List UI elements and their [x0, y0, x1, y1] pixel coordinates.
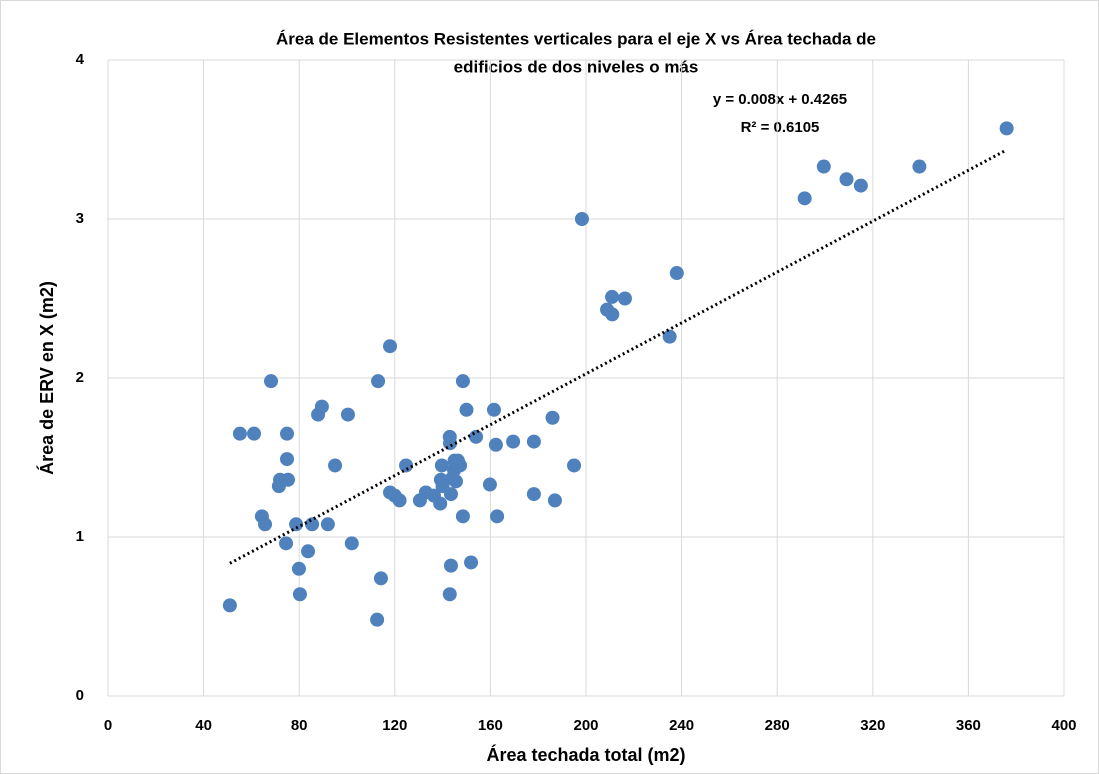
- x-tick-label: 160: [478, 717, 503, 734]
- y-tick-label: 4: [76, 51, 85, 68]
- point: [545, 410, 560, 425]
- point: [279, 536, 294, 551]
- point: [434, 458, 449, 473]
- point: [291, 561, 306, 576]
- point: [247, 426, 262, 441]
- point: [370, 612, 385, 627]
- point: [448, 474, 463, 489]
- chart-title: edificios de dos niveles o más: [454, 57, 699, 76]
- point: [383, 339, 398, 354]
- x-tick-label: 200: [573, 717, 598, 734]
- x-tick-label: 80: [291, 717, 308, 734]
- point: [340, 407, 355, 422]
- point: [399, 458, 414, 473]
- point: [459, 402, 474, 417]
- point: [280, 426, 295, 441]
- chart-title: Área de Elementos Resistentes verticales…: [276, 29, 876, 48]
- point: [488, 437, 503, 452]
- trendline: [229, 148, 1008, 565]
- point: [280, 472, 295, 487]
- y-tick-label: 2: [76, 369, 84, 386]
- point: [301, 544, 316, 559]
- point: [912, 159, 927, 174]
- y-tick-label: 1: [76, 528, 84, 545]
- x-tick-label: 280: [765, 717, 790, 734]
- y-tick-label: 3: [76, 210, 84, 227]
- point: [526, 434, 541, 449]
- x-tick-label: 120: [382, 717, 407, 734]
- x-tick-label: 320: [860, 717, 885, 734]
- point: [662, 329, 677, 344]
- point: [574, 212, 589, 226]
- point: [486, 402, 501, 417]
- point: [605, 289, 620, 304]
- y-tick-label: 0: [76, 687, 84, 704]
- point: [433, 496, 448, 511]
- point: [999, 121, 1014, 136]
- point: [328, 458, 343, 473]
- point: [506, 434, 521, 449]
- point: [371, 374, 386, 389]
- trend-r2: R² = 0.6105: [741, 119, 820, 136]
- point: [289, 517, 304, 532]
- point: [280, 452, 295, 467]
- x-tick-label: 400: [1051, 717, 1076, 734]
- point: [443, 558, 458, 573]
- point: [816, 159, 831, 174]
- x-tick-label: 0: [104, 717, 112, 734]
- point: [469, 429, 484, 444]
- point: [605, 307, 620, 322]
- point: [373, 571, 388, 586]
- point: [222, 598, 237, 613]
- point: [617, 291, 632, 306]
- point: [567, 458, 582, 473]
- point: [797, 191, 812, 206]
- y-axis-label: Área de ERV en X (m2): [36, 281, 57, 475]
- point: [526, 487, 541, 502]
- x-tick-label: 40: [195, 717, 212, 734]
- point: [292, 587, 307, 602]
- point: [464, 555, 479, 570]
- trend-equation: y = 0.008x + 0.4265: [713, 91, 847, 108]
- point: [443, 487, 458, 502]
- x-tick-label: 240: [669, 717, 694, 734]
- point: [839, 172, 854, 187]
- point: [314, 399, 329, 414]
- point: [258, 517, 273, 532]
- point: [442, 429, 457, 444]
- point: [482, 477, 497, 492]
- x-axis-label: Área techada total (m2): [486, 744, 685, 765]
- x-tick-label: 360: [956, 717, 981, 734]
- point: [320, 517, 335, 532]
- point: [232, 426, 247, 441]
- point: [263, 374, 278, 389]
- point: [669, 266, 684, 281]
- point: [344, 536, 359, 551]
- point: [547, 493, 562, 508]
- point: [305, 517, 320, 532]
- point: [453, 458, 468, 473]
- point: [392, 493, 407, 508]
- point: [442, 587, 457, 602]
- point: [853, 178, 868, 193]
- point: [455, 509, 470, 524]
- point: [490, 509, 505, 524]
- point: [455, 374, 470, 389]
